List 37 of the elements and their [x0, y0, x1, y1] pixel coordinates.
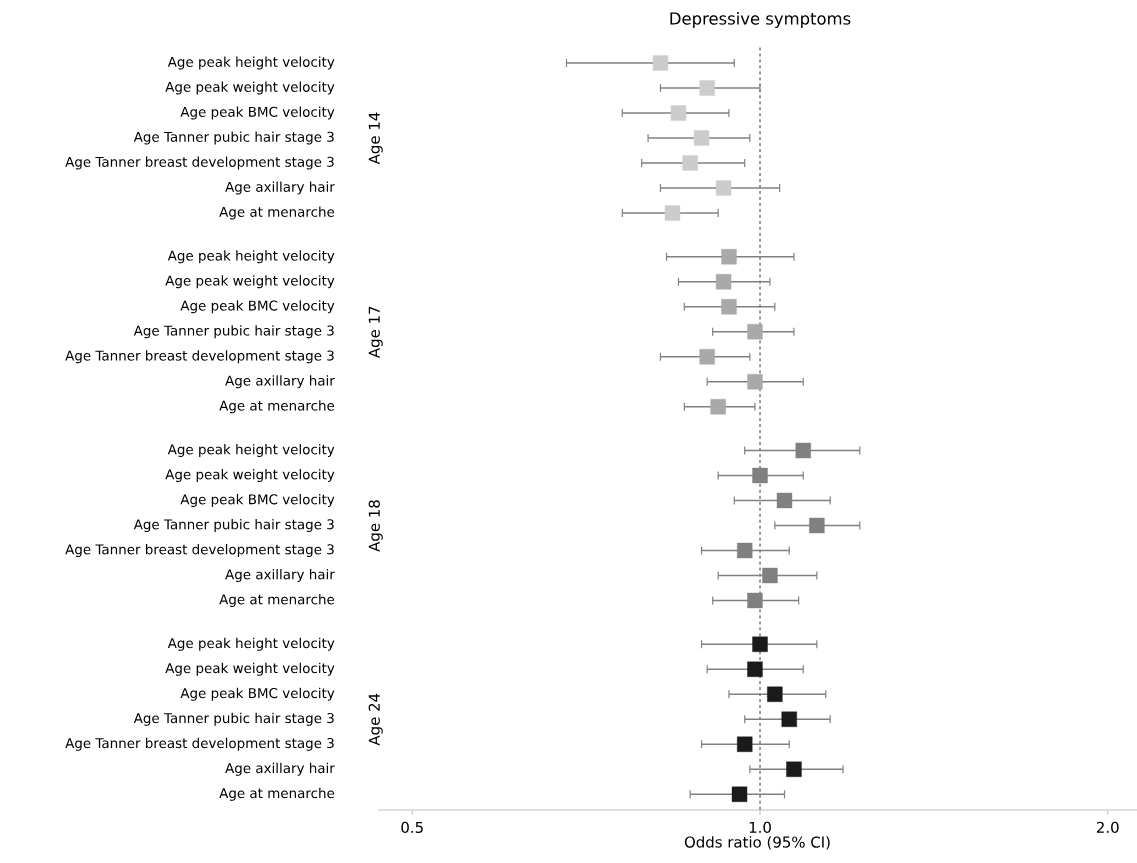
y-tick-label: Age Tanner pubic hair stage 3: [133, 131, 334, 145]
y-tick-label: Age at menarche: [219, 206, 335, 220]
annotation: Age 18: [368, 500, 383, 552]
annotation: Age 14: [368, 112, 383, 165]
y-tick-label: Age peak height velocity: [167, 250, 335, 264]
y-tick-label: Age Tanner breast development stage 3: [65, 156, 334, 170]
y-tick-label: Age peak height velocity: [167, 444, 335, 458]
y-tick-label: Age at menarche: [219, 400, 335, 414]
y-tick-label: Age peak height velocity: [167, 637, 335, 651]
y-tick-label: Age axillary hair: [225, 375, 335, 389]
y-tick-label: Age Tanner breast development stage 3: [65, 350, 334, 364]
y-tick-label: Age peak weight velocity: [165, 81, 335, 95]
x-tick-label: 2.0: [1096, 821, 1119, 833]
y-tick-label: Age Tanner pubic hair stage 3: [133, 712, 334, 726]
y-tick-label: Age peak BMC velocity: [180, 300, 335, 314]
annotation: Age 17: [368, 306, 383, 358]
y-tick-label: Age axillary hair: [225, 181, 335, 195]
y-tick-label: Age peak height velocity: [167, 56, 335, 70]
chart-title: Depressive symptoms: [670, 12, 851, 28]
x-axis-title: Odds ratio (95% CI): [684, 836, 830, 850]
y-tick-label: Age peak BMC velocity: [180, 106, 335, 120]
y-tick-label: Age axillary hair: [225, 569, 335, 583]
y-tick-label: Age peak BMC velocity: [180, 494, 335, 508]
y-tick-label: Age peak BMC velocity: [180, 687, 335, 701]
x-tick-label: 0.5: [401, 821, 423, 833]
annotation: Age 24: [368, 693, 383, 746]
y-tick-label: Age axillary hair: [225, 762, 335, 776]
y-tick-label: Age Tanner pubic hair stage 3: [133, 325, 334, 339]
y-tick-label: Age Tanner breast development stage 3: [65, 544, 334, 558]
x-tick-label: 1.0: [749, 821, 771, 833]
y-tick-label: Age at menarche: [219, 594, 335, 608]
y-tick-label: Age Tanner breast development stage 3: [65, 737, 334, 751]
y-tick-label: Age at menarche: [219, 787, 335, 801]
y-tick-label: Age peak weight velocity: [165, 662, 335, 676]
y-tick-label: Age peak weight velocity: [165, 469, 335, 483]
y-tick-label: Age Tanner pubic hair stage 3: [133, 519, 334, 533]
y-tick-label: Age peak weight velocity: [165, 275, 335, 289]
